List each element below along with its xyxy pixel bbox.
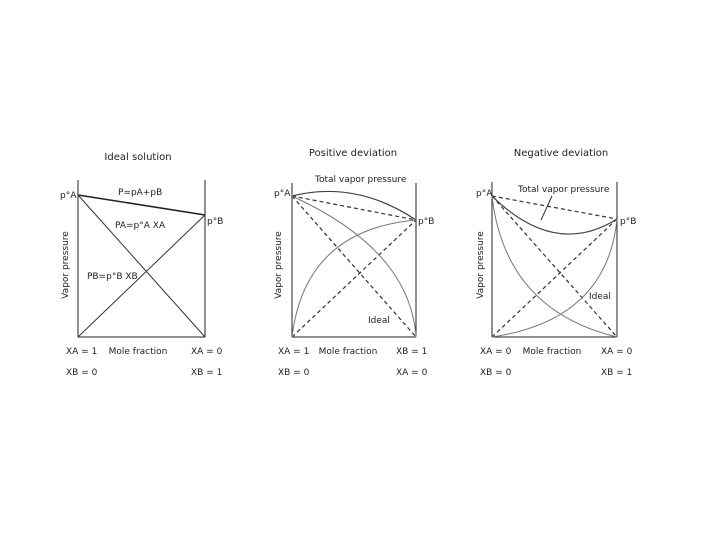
negative-right-xa: XA = 0: [601, 347, 633, 357]
positive-total-curve: [291, 190, 417, 221]
positive-x-axis-label: Mole fraction: [319, 347, 378, 357]
negative-total-arrow: [540, 195, 553, 221]
positive-deviation-panel: Positive deviation p°A p°B Total vapor p…: [274, 148, 434, 378]
ideal-right-xa: XA = 0: [191, 347, 223, 357]
negative-x-axis-label: Mole fraction: [523, 347, 582, 357]
ideal-total-equation: P=pA+pB: [118, 188, 162, 198]
negative-pa-curve: [491, 195, 618, 338]
negative-deviation-panel: Negative deviation p°A p°B Total vapor p…: [476, 148, 636, 378]
negative-title: Negative deviation: [514, 148, 609, 159]
negative-total-label: Total vapor pressure: [517, 185, 610, 195]
negative-ideal-pb-line: [491, 218, 618, 338]
ideal-pb-equation: PB=p°B XB: [87, 272, 138, 282]
ideal-left-xb: XB = 0: [66, 368, 98, 378]
ideal-pb-line: [77, 214, 206, 338]
negative-y-axis-label: Vapor pressure: [476, 231, 486, 299]
positive-ideal-total-line: [291, 195, 417, 221]
ideal-total-pressure-line: [77, 194, 206, 216]
positive-right-xb: XB = 1: [396, 347, 427, 357]
positive-ideal-pa-line: [291, 195, 417, 338]
ideal-title: Ideal solution: [104, 152, 171, 163]
ideal-solution-panel: Ideal solution p°A p°B P=pA+pB PA=p°A XA…: [60, 152, 223, 378]
negative-ideal-pa-line: [491, 195, 618, 338]
negative-left-xa: XA = 0: [480, 347, 512, 357]
ideal-pa-line: [77, 194, 206, 338]
negative-pb-curve: [491, 218, 618, 338]
ideal-y-axis-label: Vapor pressure: [61, 231, 71, 299]
negative-left-xb: XB = 0: [480, 368, 512, 378]
ideal-left-xa: XA = 1: [66, 347, 97, 357]
ideal-pb-label: p°B: [207, 217, 223, 227]
ideal-pa-equation: PA=p°A XA: [115, 221, 166, 231]
ideal-x-axis-label: Mole fraction: [109, 347, 168, 357]
negative-right-xb: XB = 1: [601, 368, 632, 378]
positive-pa-curve: [291, 195, 417, 338]
positive-y-axis-label: Vapor pressure: [274, 231, 284, 299]
positive-ideal-label: Ideal: [368, 316, 390, 326]
positive-pb-label: p°B: [418, 217, 434, 227]
ideal-right-xb: XB = 1: [191, 368, 222, 378]
positive-left-xa: XA = 1: [278, 347, 309, 357]
positive-pa-label: p°A: [274, 189, 291, 199]
ideal-pa-label: p°A: [60, 191, 77, 201]
negative-ideal-total-line: [491, 195, 618, 220]
positive-right-xa: XA = 0: [396, 368, 428, 378]
negative-ideal-label: Ideal: [589, 292, 611, 302]
positive-pb-curve: [291, 219, 417, 338]
positive-total-label: Total vapor pressure: [314, 175, 407, 185]
positive-title: Positive deviation: [309, 148, 397, 159]
negative-total-curve: [491, 195, 618, 235]
positive-ideal-pb-line: [291, 219, 417, 338]
negative-pa-label: p°A: [476, 189, 493, 199]
negative-pb-label: p°B: [620, 217, 636, 227]
positive-left-xb: XB = 0: [278, 368, 310, 378]
